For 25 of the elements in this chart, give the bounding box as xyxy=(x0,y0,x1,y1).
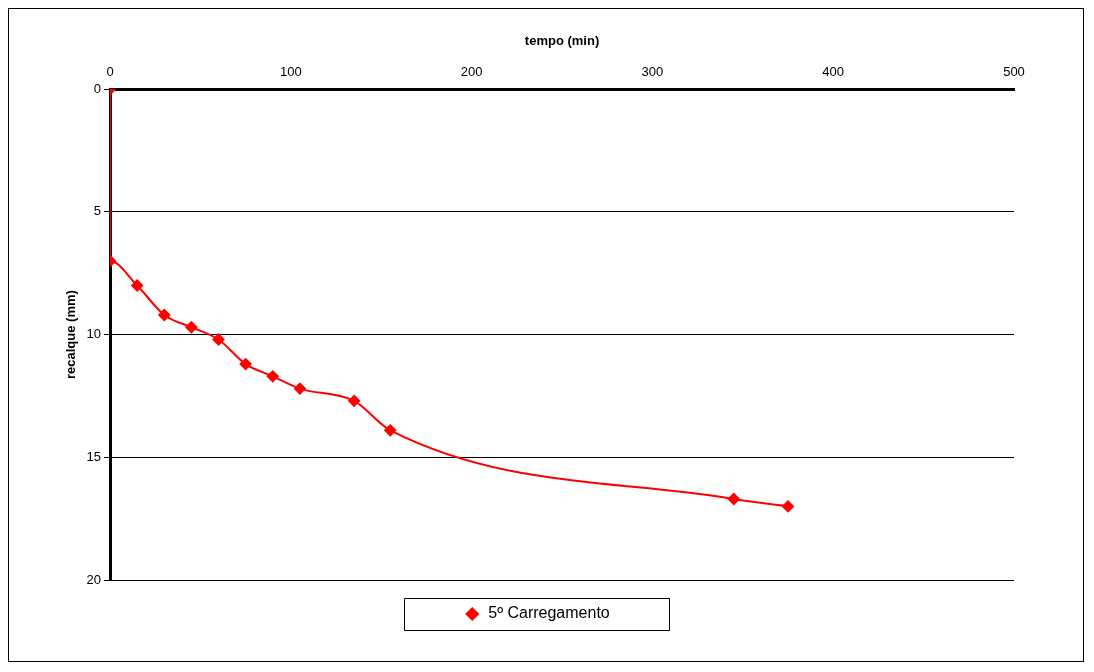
point xyxy=(131,279,144,292)
point xyxy=(212,333,225,346)
y-tick-label: 20 xyxy=(86,571,102,587)
point xyxy=(348,394,361,407)
point xyxy=(384,424,397,437)
point xyxy=(782,500,795,513)
legend-label: 5º Carregamento xyxy=(488,604,610,622)
x-tick-label: 100 xyxy=(280,63,302,79)
point xyxy=(239,358,252,371)
point xyxy=(185,321,198,334)
point xyxy=(266,370,279,383)
y-tick-label: 15 xyxy=(86,448,102,464)
x-tick-label: 200 xyxy=(460,63,483,79)
x-tick-label: 500 xyxy=(1003,63,1025,79)
point xyxy=(727,493,740,506)
x-tick-label: 0 xyxy=(106,63,114,79)
point xyxy=(293,382,306,395)
point xyxy=(158,308,171,321)
y-tick-label: 10 xyxy=(86,326,102,342)
x-tick-label: 300 xyxy=(641,63,664,79)
x-tick-label: 400 xyxy=(822,63,845,79)
y-tick-label: 0 xyxy=(93,80,102,96)
x-axis-title: tempo (min) xyxy=(524,33,600,49)
y-axis-title: recalque (mm) xyxy=(63,290,79,380)
y-tick-label: 5 xyxy=(93,203,102,219)
